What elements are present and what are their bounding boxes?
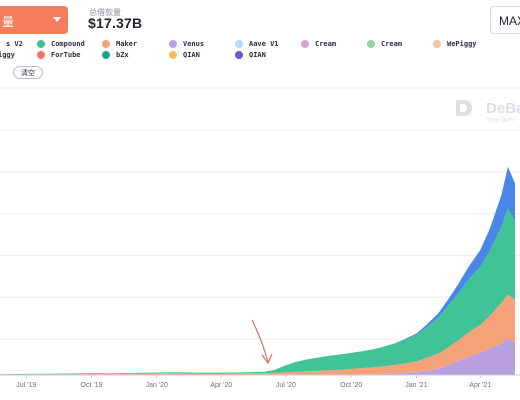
annotation-arrowhead bbox=[261, 353, 273, 365]
legend-swatch bbox=[102, 51, 110, 59]
legend-swatch bbox=[102, 40, 110, 48]
watermark: DeBaYour DeFi bbox=[456, 100, 520, 124]
metric-value: $17.37B bbox=[88, 15, 143, 31]
legend-label: QIAN bbox=[183, 51, 200, 59]
x-tick-label: Oct '19 bbox=[81, 382, 103, 389]
legend-swatch bbox=[433, 40, 441, 48]
legend-swatch bbox=[301, 40, 309, 48]
legend-swatch bbox=[37, 51, 45, 59]
series-area-venus bbox=[0, 338, 515, 375]
legend-label: QIAN bbox=[249, 51, 266, 59]
x-tick-label: Apr '20 bbox=[210, 382, 232, 389]
legend-label: s V2 bbox=[6, 40, 23, 48]
metric-dropdown-label: 量 bbox=[2, 15, 15, 29]
x-tick-label: Jan '21 bbox=[405, 382, 427, 389]
chevron-down-icon bbox=[53, 17, 61, 22]
legend-label: Cream bbox=[381, 40, 403, 48]
legend-swatch bbox=[367, 40, 375, 48]
legend-swatch bbox=[169, 40, 177, 48]
legend-label: Maker bbox=[116, 40, 138, 48]
legend-swatch bbox=[235, 51, 243, 59]
watermark-tagline: Your DeFi bbox=[487, 118, 513, 124]
legend-label: bZx bbox=[116, 51, 129, 59]
series-area-compound bbox=[0, 208, 515, 375]
x-tick-label: Jul '19 bbox=[16, 382, 36, 389]
logo-icon bbox=[456, 100, 472, 116]
legend-label: Cream bbox=[315, 40, 337, 48]
time-range-button[interactable]: MAX bbox=[490, 6, 520, 34]
legend-swatch bbox=[169, 51, 177, 59]
x-tick-label: Apr '21 bbox=[469, 382, 491, 389]
metric-label: 总借款量 bbox=[89, 8, 121, 17]
annotation-arrow bbox=[251, 319, 269, 363]
x-tick-label: Jan '20 bbox=[146, 382, 168, 389]
watermark-name: DeBa bbox=[486, 100, 520, 117]
legend-label: Compound bbox=[51, 40, 85, 48]
x-tick-label: Jul '20 bbox=[276, 382, 296, 389]
x-tick-label: Oct '20 bbox=[340, 382, 362, 389]
legend-label: iggy bbox=[0, 51, 15, 59]
legend-label: Venus bbox=[183, 40, 205, 48]
legend-swatch bbox=[235, 40, 243, 48]
clear-legend-button[interactable]: 清空 bbox=[13, 66, 43, 79]
legend-label: ForTube bbox=[51, 51, 81, 59]
metric-dropdown[interactable]: 量 bbox=[0, 6, 68, 34]
legend-swatch bbox=[37, 40, 45, 48]
legend-label: Aave V1 bbox=[249, 40, 279, 48]
legend-label: WePiggy bbox=[447, 40, 477, 48]
